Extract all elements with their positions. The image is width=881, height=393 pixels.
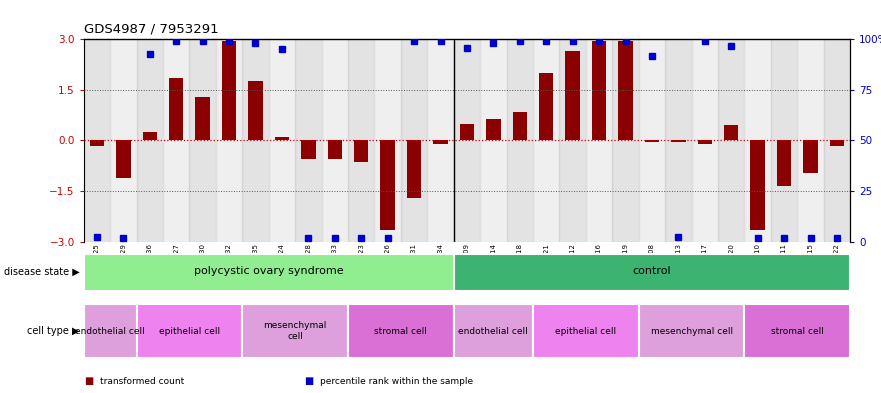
Bar	[533, 39, 559, 242]
Text: mesenchymal cell: mesenchymal cell	[650, 327, 733, 336]
Bar	[454, 253, 850, 291]
Bar	[348, 39, 374, 242]
Bar	[401, 39, 427, 242]
Bar	[618, 41, 633, 140]
Bar	[381, 140, 395, 230]
Bar	[163, 39, 189, 242]
Bar	[797, 39, 824, 242]
Bar	[777, 140, 791, 186]
Text: endothelial cell: endothelial cell	[458, 327, 529, 336]
Bar	[84, 253, 454, 291]
Bar	[639, 39, 665, 242]
Bar	[84, 304, 137, 358]
Bar	[90, 140, 104, 145]
Bar	[322, 39, 348, 242]
Bar	[216, 39, 242, 242]
Bar	[275, 137, 289, 140]
Bar	[460, 124, 474, 140]
Bar	[454, 304, 533, 358]
Text: stromal cell: stromal cell	[374, 327, 427, 336]
Text: disease state ▶: disease state ▶	[4, 267, 79, 277]
Bar	[407, 140, 421, 198]
Bar	[692, 39, 718, 242]
Bar	[639, 304, 744, 358]
Bar	[566, 51, 580, 140]
Bar	[539, 73, 553, 140]
Text: cell type ▶: cell type ▶	[26, 326, 79, 336]
Bar	[718, 39, 744, 242]
Bar	[110, 39, 137, 242]
Bar	[698, 140, 712, 144]
Bar	[433, 140, 448, 144]
Bar	[830, 140, 844, 145]
Text: endothelial cell: endothelial cell	[75, 327, 145, 336]
Bar	[724, 125, 738, 140]
Bar	[189, 39, 216, 242]
Text: GDS4987 / 7953291: GDS4987 / 7953291	[84, 22, 218, 35]
Text: epithelial cell: epithelial cell	[159, 327, 220, 336]
Bar	[751, 140, 765, 230]
Bar	[454, 39, 480, 242]
Bar	[559, 39, 586, 242]
Text: epithelial cell: epithelial cell	[555, 327, 617, 336]
Bar	[84, 39, 110, 242]
Bar	[354, 140, 368, 162]
Text: control: control	[633, 266, 671, 276]
Bar	[295, 39, 322, 242]
Bar	[222, 41, 236, 140]
Text: transformed count: transformed count	[100, 377, 184, 386]
Bar	[533, 304, 639, 358]
Bar	[771, 39, 797, 242]
Bar	[671, 140, 685, 142]
Bar	[427, 39, 454, 242]
Text: ■: ■	[304, 376, 313, 386]
Text: percentile rank within the sample: percentile rank within the sample	[320, 377, 473, 386]
Bar	[744, 39, 771, 242]
Bar	[480, 39, 507, 242]
Bar	[137, 304, 242, 358]
Bar	[507, 39, 533, 242]
Bar	[137, 39, 163, 242]
Text: polycystic ovary syndrome: polycystic ovary syndrome	[194, 266, 344, 276]
Bar	[242, 304, 348, 358]
Bar	[612, 39, 639, 242]
Bar	[486, 119, 500, 140]
Bar	[196, 97, 210, 140]
Bar	[592, 41, 606, 140]
Bar	[744, 304, 850, 358]
Bar	[116, 140, 130, 178]
Bar	[248, 81, 263, 140]
Text: mesenchymal
cell: mesenchymal cell	[263, 321, 327, 341]
Bar	[374, 39, 401, 242]
Text: ■: ■	[84, 376, 93, 386]
Bar	[586, 39, 612, 242]
Bar	[301, 140, 315, 159]
Bar	[348, 304, 454, 358]
Bar	[169, 78, 183, 140]
Bar	[803, 140, 818, 173]
Bar	[328, 140, 342, 159]
Bar	[824, 39, 850, 242]
Bar	[665, 39, 692, 242]
Bar	[242, 39, 269, 242]
Bar	[143, 132, 157, 140]
Text: stromal cell: stromal cell	[771, 327, 824, 336]
Bar	[645, 140, 659, 142]
Bar	[269, 39, 295, 242]
Bar	[513, 112, 527, 140]
